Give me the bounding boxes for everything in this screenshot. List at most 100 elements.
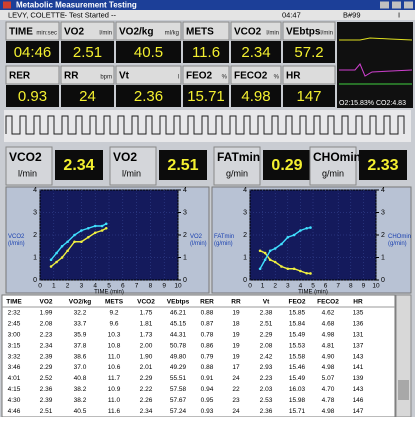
tile-label: VO2/kg: [119, 27, 153, 38]
table-cell: 49.29: [170, 364, 187, 371]
close-button[interactable]: [404, 1, 413, 9]
column-header: METS: [105, 299, 124, 306]
o2-reading: O2:15.83%: [339, 100, 374, 107]
tile-label: RER: [9, 71, 31, 82]
y-tick-label: 0: [243, 277, 247, 284]
point: [273, 247, 277, 250]
x-tick-label: 2: [273, 283, 277, 290]
point: [280, 265, 283, 268]
tile-unit: ml/kg: [165, 31, 179, 37]
table-cell: 3:00: [8, 332, 21, 339]
table-cell: 2:32: [8, 310, 21, 317]
table-cell: 37.0: [74, 364, 87, 371]
y-tick-label: 4: [33, 187, 37, 194]
column-header: HR: [353, 299, 363, 306]
table-cell: 9.6: [109, 321, 118, 328]
table-cell: 137: [353, 342, 364, 349]
table-cell: 2.08: [40, 321, 53, 328]
clock: 04:47: [282, 10, 301, 19]
tile-label-box: [182, 65, 230, 85]
waveform-trace: [339, 63, 413, 77]
waveform-trace: [339, 37, 413, 41]
table-cell: 2.29: [40, 364, 53, 371]
tile-value-box: [183, 85, 229, 107]
y-tick-label: 1: [33, 254, 37, 261]
table-cell: 10.6: [108, 364, 121, 371]
table-cell: 1.99: [40, 310, 53, 317]
table-cell: 4.81: [322, 342, 335, 349]
y2-axis-label: VO2 (l/min): [190, 234, 207, 247]
table-cell: 37.8: [74, 342, 87, 349]
column-header: TIME: [6, 299, 22, 306]
x-tick-label: 4: [299, 283, 303, 290]
table-cell: 143: [353, 353, 364, 360]
table-cell: 16.03: [289, 386, 306, 393]
table-cell: 2.03: [260, 386, 273, 393]
x-tick-label: 6: [121, 283, 125, 290]
tile-value: 147: [296, 88, 321, 105]
readout-value-box: [359, 150, 407, 180]
app-icon: [3, 1, 11, 9]
x-tick-label: 0: [248, 283, 252, 290]
table-bg: [1, 294, 396, 418]
point: [286, 267, 290, 271]
table-cell: 2.93: [260, 364, 273, 371]
point: [309, 272, 312, 275]
x-tick-label: 8: [349, 283, 353, 290]
table-cell: 15.84: [289, 321, 306, 328]
table-cell: 0.95: [201, 397, 214, 404]
point: [258, 267, 262, 271]
point: [66, 240, 69, 244]
table-cell: 1.75: [140, 310, 153, 317]
table-cell: 2.01: [140, 364, 153, 371]
table-cell: 1.73: [140, 332, 153, 339]
table-cell: 15.46: [289, 364, 306, 371]
table-cell: 19: [232, 342, 240, 349]
point: [66, 249, 69, 253]
x-axis-label: TIME (min): [94, 290, 124, 296]
scroll-thumb[interactable]: [398, 380, 409, 400]
y2-tick-label: 1: [183, 254, 187, 261]
table-cell: 57.58: [170, 386, 187, 393]
minimize-button[interactable]: [380, 1, 389, 9]
table-cell: 50.78: [170, 342, 187, 349]
point: [263, 258, 267, 262]
table-cell: 11.7: [108, 375, 121, 382]
table-cell: 147: [353, 408, 364, 415]
tile-label-box: [5, 21, 60, 41]
table-cell: 55.51: [170, 375, 187, 382]
table-cell: 24: [232, 408, 240, 415]
table-cell: 146: [353, 397, 364, 404]
table-cell: 2.52: [40, 375, 53, 382]
marker: I: [398, 10, 400, 19]
x-tick-label: 2: [66, 283, 70, 290]
x-tick-label: 8: [149, 283, 153, 290]
table-cell: 11.0: [108, 397, 121, 404]
x-tick-label: 5: [107, 283, 111, 290]
table-cell: 3:32: [8, 353, 21, 360]
series-line: [259, 226, 311, 270]
table-cell: 4.62: [322, 310, 335, 317]
tiles: TIME min:sec 04:46 VO2 l/min 2.51 VO2/kg ml/kg 4…: [5, 21, 336, 107]
maximize-button[interactable]: [392, 1, 401, 9]
tile-value-box: [231, 41, 281, 63]
point: [280, 242, 283, 246]
readout-label-box: [309, 146, 357, 186]
point: [93, 224, 97, 228]
table-cell: 0.78: [201, 332, 214, 339]
point: [292, 267, 296, 271]
y2-tick-label: 1: [381, 254, 385, 261]
table-cell: 4.78: [322, 397, 335, 404]
y-tick-label: 3: [243, 209, 247, 216]
tile-unit: %: [274, 75, 280, 81]
table-cell: 1.81: [140, 321, 153, 328]
tile-value-box: [116, 41, 181, 63]
readout-unit: g/min: [322, 168, 344, 178]
tile-value: 40.5: [134, 44, 163, 61]
point: [87, 226, 90, 230]
point: [305, 226, 309, 230]
table-cell: 2.23: [260, 375, 273, 382]
x-tick-label: 4: [93, 283, 97, 290]
tile-label: METS: [186, 27, 214, 38]
